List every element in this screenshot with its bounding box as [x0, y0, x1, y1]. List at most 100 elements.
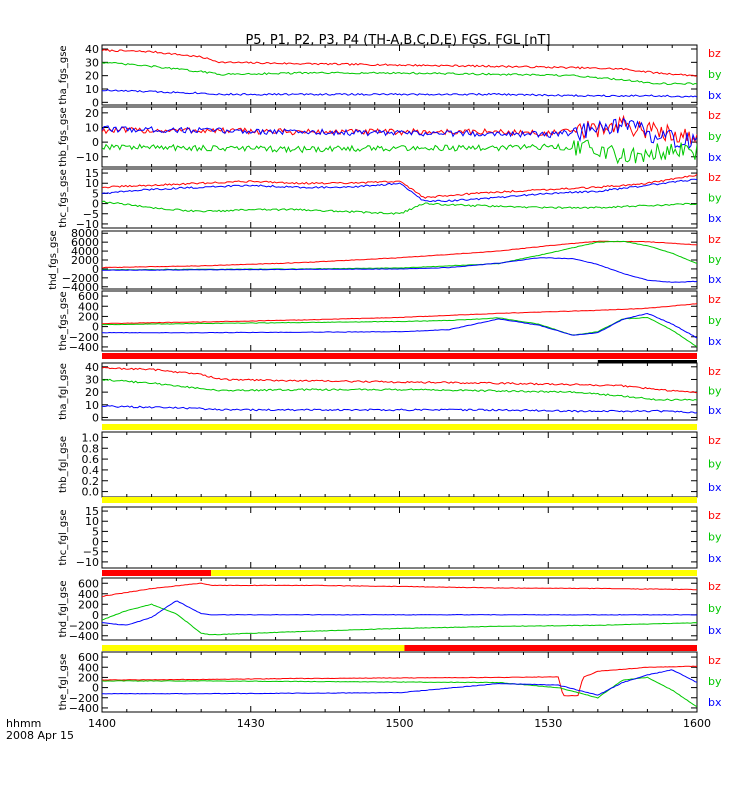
legend-bx: bx	[708, 552, 722, 565]
y-tick-label: −10	[76, 151, 99, 164]
legend-bz: bz	[708, 293, 721, 306]
panel-ylabel: thb_fgl_gse	[58, 436, 69, 493]
y-tick-label: 30	[85, 373, 99, 386]
panel-frame	[101, 106, 698, 168]
y-tick-label: 0	[92, 609, 99, 622]
x-tick-label: 1530	[534, 717, 562, 730]
y-tick-label: −10	[76, 556, 99, 569]
series-line-by	[102, 139, 697, 165]
legend-by: by	[708, 385, 722, 398]
y-tick-label: 20	[85, 386, 99, 399]
legend-by: by	[708, 68, 722, 81]
y-tick-label: 6000	[71, 236, 99, 249]
panel-thb_fgl_gse: 1.00.80.60.40.20.0 thb_fgl_gse bz by bx	[58, 431, 722, 498]
legend-bz: bz	[708, 47, 721, 60]
y-tick-label: −2000	[62, 272, 99, 285]
flag-bar-segment	[102, 353, 697, 359]
y-tick-label: 0	[92, 136, 99, 149]
x-axis-corner-label: hhmm	[6, 717, 41, 730]
y-tick-label: 40	[85, 43, 99, 56]
y-tick-label: 600	[78, 651, 99, 664]
x-axis-date-label: 2008 Apr 15	[6, 729, 74, 742]
panel-frame	[101, 230, 698, 290]
legend-bz: bz	[708, 171, 721, 184]
series-line-bz	[102, 582, 697, 597]
series-line-by	[102, 378, 697, 402]
series-line-bz	[102, 114, 697, 145]
legend-bz: bz	[708, 580, 721, 593]
panel-ylabel: tha_fgs_gse	[58, 45, 69, 104]
series-line-bx	[102, 257, 697, 283]
legend-by: by	[708, 675, 722, 688]
series-line-bx	[102, 669, 697, 696]
y-tick-label: 10	[85, 177, 99, 190]
series-line-bx	[102, 405, 697, 414]
panel-ylabel: thc_fgl_gse	[58, 509, 69, 565]
y-tick-label: −5	[83, 546, 99, 559]
legend-bx: bx	[708, 273, 722, 286]
y-tick-label: 4000	[71, 245, 99, 258]
legend-bx: bx	[708, 151, 722, 164]
series-line-bx	[102, 117, 697, 150]
y-tick-label: 0	[92, 321, 99, 334]
flag-bar-segment	[102, 570, 212, 576]
legend-bx: bx	[708, 404, 722, 417]
legend-bx: bx	[708, 696, 722, 709]
legend-bx: bx	[708, 212, 722, 225]
y-tick-label: 0	[92, 263, 99, 276]
y-tick-label: 0.0	[82, 486, 100, 499]
panel-ylabel: thd_fgs_gse	[48, 230, 59, 289]
legend-bz: bz	[708, 109, 721, 122]
panel-frame	[101, 506, 698, 569]
y-tick-label: 0	[92, 198, 99, 211]
flag-bar-segment	[597, 360, 697, 363]
y-tick-label: 600	[78, 290, 99, 303]
y-tick-label: 10	[85, 83, 99, 96]
y-tick-label: 400	[78, 588, 99, 601]
flag-bar-segment	[102, 497, 697, 503]
x-tick-label: 1500	[386, 717, 414, 730]
series-line-bz	[102, 303, 697, 325]
series-line-by	[102, 676, 697, 708]
y-tick-label: 10	[85, 121, 99, 134]
y-tick-label: −400	[69, 341, 99, 354]
legend-bx: bx	[708, 481, 722, 494]
series-line-by	[102, 61, 697, 86]
y-tick-label: 0	[92, 411, 99, 424]
series-line-by	[102, 603, 697, 636]
legend-bx: bx	[708, 89, 722, 102]
series-line-bz	[102, 173, 697, 199]
series-line-bz	[102, 49, 697, 77]
panel-ylabel: thb_fgs_gse	[58, 107, 69, 166]
flags-layer	[102, 353, 698, 651]
flag-bar-segment	[102, 424, 697, 430]
y-tick-label: −10	[76, 218, 99, 231]
legend-by: by	[708, 130, 722, 143]
panel-ylabel: thd_fgl_gse	[58, 581, 69, 638]
legend-bx: bx	[708, 624, 722, 637]
y-tick-label: 5	[92, 525, 99, 538]
legend-bz: bz	[708, 509, 721, 522]
y-tick-label: 30	[85, 56, 99, 69]
panel-ylabel: tha_fgl_gse	[58, 363, 69, 420]
x-tick-label: 1430	[237, 717, 265, 730]
panel-ylabel: the_fgs_gse	[58, 291, 69, 350]
y-tick-label: 200	[78, 598, 99, 611]
y-tick-label: −200	[69, 331, 99, 344]
y-tick-label: 10	[85, 399, 99, 412]
legend-bx: bx	[708, 335, 722, 348]
y-tick-label: 5	[92, 187, 99, 200]
legend-by: by	[708, 253, 722, 266]
y-tick-label: 0	[92, 682, 99, 695]
y-tick-label: 0	[92, 536, 99, 549]
series-line-bx	[102, 600, 697, 626]
